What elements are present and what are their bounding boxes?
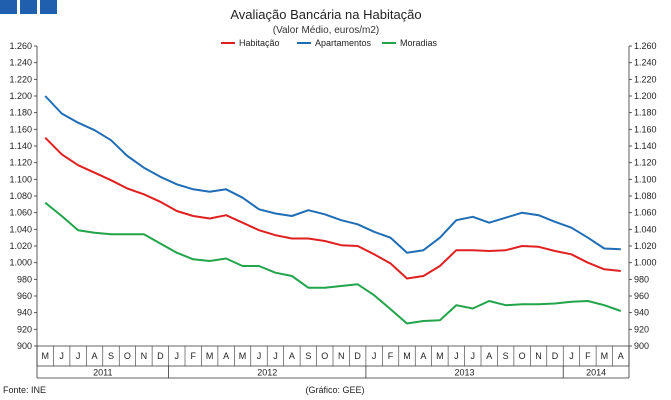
y-tick-label-left: 1.080 bbox=[9, 191, 32, 201]
x-tick-label: N bbox=[535, 351, 542, 361]
y-tick-label-left: 1.200 bbox=[9, 91, 32, 101]
axes: 900 900 920 920 940 940 960 960 980 980 1.000 1.000… bbox=[9, 41, 657, 379]
x-tick-label: D bbox=[354, 351, 361, 361]
chart-subtitle: (Valor Médio, euros/m2) bbox=[273, 25, 380, 36]
x-tick-label: J bbox=[59, 351, 64, 361]
x-tick-label: S bbox=[305, 351, 311, 361]
x-tick-label: F bbox=[388, 351, 394, 361]
series-line bbox=[44, 201, 622, 325]
y-tick-label-right: 1.200 bbox=[634, 91, 657, 101]
y-tick-label-left: 920 bbox=[17, 324, 32, 334]
source-note: Fonte: INE bbox=[3, 385, 46, 395]
x-tick-label: M bbox=[601, 351, 609, 361]
y-tick-label-right: 1.000 bbox=[634, 258, 657, 268]
y-tick-label-left: 1.180 bbox=[9, 108, 32, 118]
y-tick-label-left: 1.000 bbox=[9, 258, 32, 268]
x-tick-label: A bbox=[486, 351, 492, 361]
x-tick-label: M bbox=[239, 351, 247, 361]
x-tick-label: O bbox=[519, 351, 526, 361]
x-tick-label: A bbox=[92, 351, 98, 361]
x-tick-label: J bbox=[257, 351, 262, 361]
y-tick-label-right: 1.060 bbox=[634, 208, 657, 218]
x-tick-label: M bbox=[41, 351, 49, 361]
legend-label: Moradias bbox=[400, 38, 438, 48]
series-lines bbox=[44, 95, 622, 325]
legend-label: Habitação bbox=[239, 38, 280, 48]
y-tick-label-right: 920 bbox=[634, 324, 649, 334]
y-tick-label-left: 980 bbox=[17, 274, 32, 284]
x-tick-label: D bbox=[157, 351, 164, 361]
y-tick-label-right: 1.240 bbox=[634, 58, 657, 68]
y-tick-label-right: 980 bbox=[634, 274, 649, 284]
y-tick-label-right: 1.180 bbox=[634, 108, 657, 118]
x-tick-label: J bbox=[569, 351, 574, 361]
x-tick-label: A bbox=[289, 351, 295, 361]
year-label: 2013 bbox=[455, 368, 475, 378]
y-tick-label-left: 1.140 bbox=[9, 141, 32, 151]
logo-block bbox=[40, 0, 57, 14]
x-tick-label: A bbox=[618, 351, 624, 361]
y-tick-label-left: 1.100 bbox=[9, 174, 32, 184]
legend: Habitação Apartamentos Moradias bbox=[221, 38, 438, 48]
x-tick-label: J bbox=[175, 351, 180, 361]
x-tick-label: N bbox=[141, 351, 148, 361]
x-tick-label: O bbox=[124, 351, 131, 361]
x-tick-label: J bbox=[372, 351, 377, 361]
y-tick-label-left: 1.220 bbox=[9, 74, 32, 84]
chart-title: Avaliação Bancária na Habitação bbox=[230, 7, 421, 22]
y-tick-label-right: 960 bbox=[634, 291, 649, 301]
y-tick-label-right: 1.020 bbox=[634, 241, 657, 251]
x-tick-label: M bbox=[403, 351, 411, 361]
y-tick-label-left: 1.260 bbox=[9, 41, 32, 51]
y-tick-label-right: 900 bbox=[634, 341, 649, 351]
x-tick-label: J bbox=[471, 351, 476, 361]
x-tick-label: J bbox=[273, 351, 278, 361]
logo-blocks bbox=[0, 0, 57, 14]
y-tick-label-left: 1.240 bbox=[9, 58, 32, 68]
x-tick-label: D bbox=[552, 351, 559, 361]
x-tick-label: S bbox=[108, 351, 114, 361]
x-tick-label: M bbox=[206, 351, 214, 361]
y-tick-label-right: 1.120 bbox=[634, 158, 657, 168]
y-tick-label-left: 1.040 bbox=[9, 224, 32, 234]
x-tick-label: M bbox=[436, 351, 444, 361]
y-tick-label-right: 1.260 bbox=[634, 41, 657, 51]
y-tick-label-left: 1.120 bbox=[9, 158, 32, 168]
x-tick-label: J bbox=[76, 351, 81, 361]
legend-label: Apartamentos bbox=[315, 38, 372, 48]
y-tick-label-left: 1.020 bbox=[9, 241, 32, 251]
y-tick-label-left: 960 bbox=[17, 291, 32, 301]
x-tick-label: N bbox=[338, 351, 345, 361]
x-tick-label: F bbox=[585, 351, 591, 361]
x-tick-label: S bbox=[503, 351, 509, 361]
y-tick-label-right: 1.100 bbox=[634, 174, 657, 184]
y-tick-label-left: 940 bbox=[17, 308, 32, 318]
y-tick-label-right: 1.080 bbox=[634, 191, 657, 201]
y-tick-label-left: 1.160 bbox=[9, 124, 32, 134]
year-label: 2011 bbox=[93, 368, 112, 378]
x-tick-label: J bbox=[454, 351, 459, 361]
x-tick-label: A bbox=[223, 351, 229, 361]
y-tick-label-left: 1.060 bbox=[9, 208, 32, 218]
y-tick-label-right: 1.220 bbox=[634, 74, 657, 84]
year-label: 2012 bbox=[257, 368, 277, 378]
x-tick-label: O bbox=[321, 351, 328, 361]
y-tick-label-left: 900 bbox=[17, 341, 32, 351]
y-tick-label-right: 1.160 bbox=[634, 124, 657, 134]
y-tick-label-right: 1.040 bbox=[634, 224, 657, 234]
logo-block bbox=[0, 0, 17, 14]
logo-block bbox=[20, 0, 37, 14]
y-tick-label-right: 940 bbox=[634, 308, 649, 318]
series-line bbox=[44, 95, 621, 254]
series-line bbox=[44, 136, 621, 280]
year-label: 2014 bbox=[586, 368, 606, 378]
credit-note: (Gráfico: GEE) bbox=[305, 385, 364, 395]
y-tick-label-right: 1.140 bbox=[634, 141, 657, 151]
x-tick-label: F bbox=[190, 351, 196, 361]
x-tick-label: A bbox=[420, 351, 426, 361]
